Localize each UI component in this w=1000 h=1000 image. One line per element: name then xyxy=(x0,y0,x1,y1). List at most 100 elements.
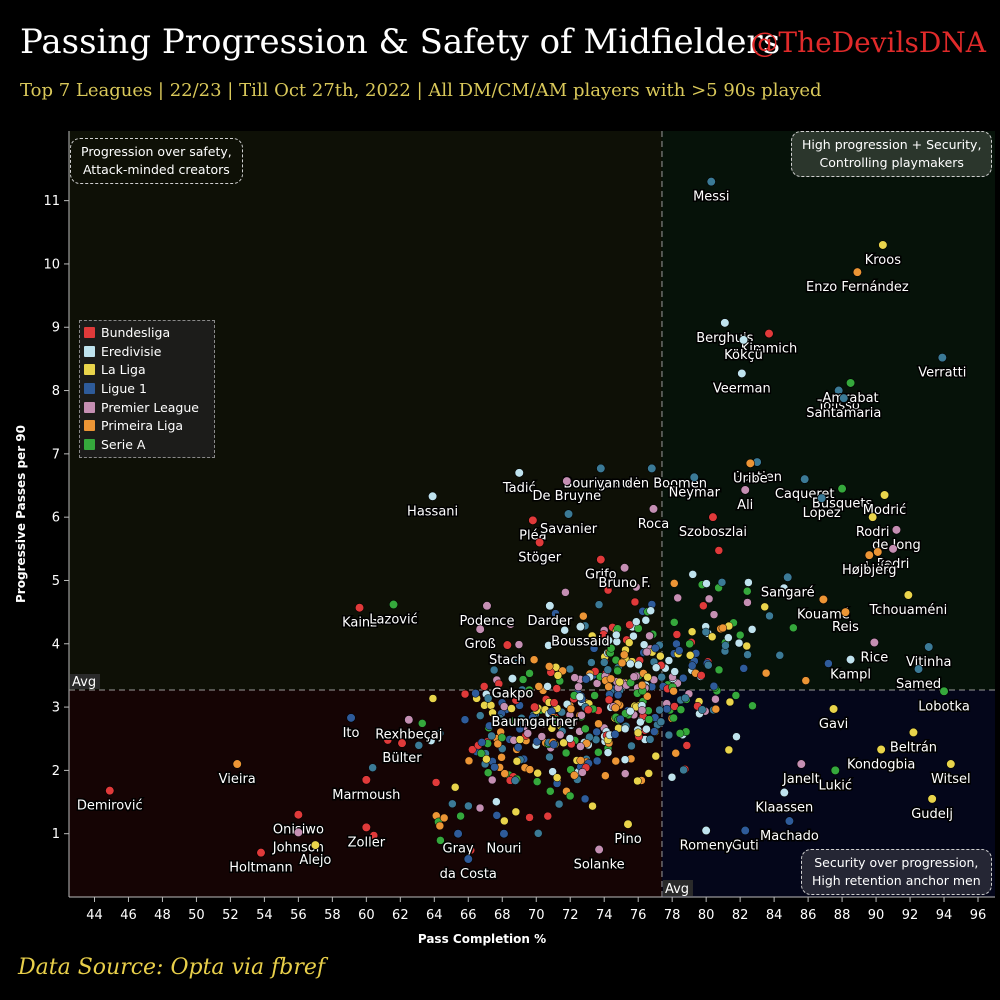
x-tick-label: 54 xyxy=(256,908,273,923)
avg-x-label-bg xyxy=(662,880,693,896)
scatter-point xyxy=(500,769,509,778)
scatter-point xyxy=(561,748,571,758)
scatter-point xyxy=(574,682,583,692)
x-tick-label: 44 xyxy=(86,908,103,923)
y-tick-label: 4 xyxy=(52,637,60,652)
legend-swatch xyxy=(84,420,95,432)
point-label: Rodri xyxy=(856,525,890,540)
y-tick-label: 8 xyxy=(52,384,60,399)
point-label: Bruno F. xyxy=(598,576,650,591)
point-label: Boussaid xyxy=(551,635,610,650)
scatter-point xyxy=(397,738,407,748)
scatter-point xyxy=(565,734,575,743)
scatter-point xyxy=(354,603,365,613)
scatter-point xyxy=(435,821,445,831)
scatter-point xyxy=(620,755,630,764)
point-label: Savanier xyxy=(540,522,598,537)
scatter-point xyxy=(613,666,622,676)
scatter-point xyxy=(704,594,714,604)
x-tick-label: 76 xyxy=(630,908,647,923)
scatter-point xyxy=(828,704,839,714)
point-label: Stöger xyxy=(518,550,562,565)
scatter-point xyxy=(476,749,486,758)
point-label: Neymar xyxy=(669,485,721,500)
quadrant-note-line: High progression + Security, xyxy=(802,137,982,152)
x-tick-label: 94 xyxy=(936,908,953,923)
scatter-point xyxy=(596,554,606,565)
scatter-point xyxy=(476,711,485,720)
point-label: Kimmich xyxy=(741,342,797,357)
scatter-point xyxy=(436,836,445,845)
scatter-point xyxy=(603,585,613,595)
scatter-point xyxy=(937,353,947,363)
scatter-point xyxy=(709,681,719,691)
scatter-point xyxy=(506,716,516,725)
point-label: Witsel xyxy=(931,772,971,787)
x-tick-label: 68 xyxy=(494,908,511,923)
scatter-point xyxy=(839,393,849,403)
legend-label: Premier League xyxy=(101,399,199,415)
scatter-point xyxy=(878,240,888,250)
scatter-point xyxy=(645,631,654,641)
scatter-point xyxy=(594,600,604,609)
legend-swatch xyxy=(84,345,95,357)
x-tick-label: 48 xyxy=(154,908,171,923)
scatter-point xyxy=(497,733,507,742)
x-tick-label: 58 xyxy=(324,908,341,923)
point-label: Solanke xyxy=(574,858,625,873)
x-tick-label: 92 xyxy=(902,908,919,923)
scatter-point xyxy=(642,647,652,657)
scatter-point xyxy=(789,623,798,633)
scatter-point xyxy=(647,463,657,474)
scatter-point xyxy=(511,695,521,705)
x-tick-label: 90 xyxy=(868,908,885,923)
scatter-point xyxy=(651,663,661,672)
scatter-point xyxy=(525,685,534,695)
y-tick-label: 6 xyxy=(52,511,60,526)
legend-swatch xyxy=(84,401,95,413)
scatter-point xyxy=(645,735,655,744)
x-tick-label: 96 xyxy=(970,908,987,923)
scatter-point xyxy=(824,659,833,668)
scatter-point xyxy=(779,787,789,798)
scatter-point xyxy=(466,845,476,855)
scatter-point xyxy=(594,748,603,757)
scatter-point xyxy=(734,638,744,648)
point-label: Højbjerg xyxy=(842,563,897,578)
scatter-point xyxy=(464,801,473,811)
scatter-point xyxy=(310,840,320,850)
scatter-point xyxy=(801,676,811,685)
avg-y-label: Avg xyxy=(72,675,96,690)
scatter-point xyxy=(908,727,919,738)
scatter-point xyxy=(656,717,666,727)
scatter-point xyxy=(493,739,503,749)
point-label: Demirović xyxy=(77,799,143,814)
point-label: Kainz xyxy=(342,616,377,631)
scatter-point xyxy=(487,731,496,741)
scatter-point xyxy=(426,736,436,745)
scatter-point xyxy=(627,741,636,751)
scatter-point xyxy=(529,702,540,712)
scatter-point xyxy=(534,682,544,691)
scatter-point xyxy=(834,385,844,396)
scatter-point xyxy=(864,550,874,560)
scatter-point xyxy=(599,630,608,639)
scatter-point xyxy=(743,650,752,659)
x-tick-label: 66 xyxy=(460,908,477,923)
scatter-point xyxy=(687,661,697,670)
scatter-point xyxy=(464,756,474,766)
scatter-point xyxy=(927,794,937,804)
scatter-point xyxy=(630,597,640,607)
scatter-point xyxy=(869,637,879,648)
scatter-point xyxy=(555,730,565,740)
scatter-point xyxy=(720,318,730,328)
avg-y-label-bg xyxy=(70,673,100,689)
legend-swatch xyxy=(84,326,95,338)
point-label: Zoller xyxy=(348,835,386,850)
scatter-point xyxy=(679,765,688,775)
data-source: Data Source: Opta via fbref xyxy=(18,955,326,980)
scatter-point xyxy=(404,715,414,725)
scatter-point xyxy=(499,702,509,711)
scatter-point xyxy=(435,729,445,738)
scatter-point xyxy=(460,715,470,724)
